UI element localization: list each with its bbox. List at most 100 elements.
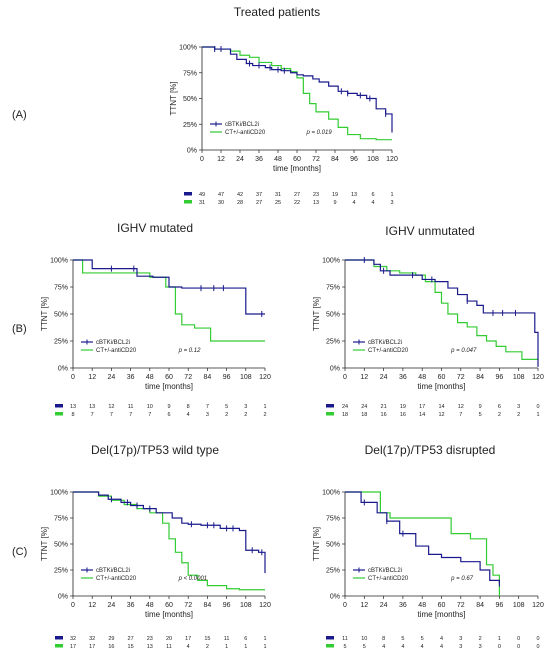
risk-count: 1	[390, 192, 393, 198]
km-curve-cbtki	[73, 259, 265, 315]
risk-count: 29	[108, 636, 114, 642]
risk-count: 27	[294, 192, 300, 198]
risk-count: 3	[517, 404, 520, 410]
risk-count: 5	[401, 636, 404, 642]
risk-count: 4	[382, 644, 385, 650]
x-tick-label: 72	[457, 374, 465, 381]
risk-count: 28	[237, 200, 243, 206]
risk-count: 16	[108, 644, 114, 650]
risk-count: 7	[91, 412, 94, 418]
risk-count: 4	[371, 200, 374, 206]
km-curve-cbtki	[202, 46, 393, 133]
x-tick-label: 0	[71, 602, 75, 609]
x-tick-label: 12	[88, 602, 96, 609]
risk-count: 2	[517, 412, 520, 418]
km-panel-5: Del(17p)/TP53 disrupted 0% 25% 50% 75% 100% 0 1…	[312, 443, 544, 650]
risk-count: 5	[343, 644, 346, 650]
chart-title: Del(17p)/TP53 wild type	[91, 443, 219, 457]
risk-count: 1	[263, 404, 266, 410]
x-tick-label: 120	[259, 374, 271, 381]
risk-count: 13	[313, 200, 319, 206]
x-tick-label: 72	[184, 374, 192, 381]
y-tick-label: 50%	[326, 542, 340, 549]
risk-count: 15	[128, 644, 134, 650]
risk-row-swatch	[55, 644, 63, 648]
risk-count: 3	[479, 644, 482, 650]
risk-count: 32	[70, 636, 76, 642]
risk-count: 8	[382, 636, 385, 642]
x-tick-label: 48	[146, 602, 154, 609]
x-tick-label: 120	[532, 602, 544, 609]
risk-count: 2	[244, 412, 247, 418]
risk-count: 17	[419, 404, 425, 410]
risk-count: 12	[108, 404, 114, 410]
x-tick-label: 60	[165, 602, 173, 609]
risk-count: 10	[361, 636, 367, 642]
x-tick-label: 48	[274, 156, 282, 163]
chart-title: Del(17p)/TP53 disrupted	[365, 443, 496, 457]
x-axis-label: time [months]	[417, 610, 465, 619]
x-tick-label: 36	[255, 156, 263, 163]
risk-count: 2	[225, 412, 228, 418]
risk-count: 1	[498, 636, 501, 642]
risk-count: 30	[218, 200, 224, 206]
risk-count: 17	[70, 644, 76, 650]
risk-count: 2	[263, 412, 266, 418]
risk-row-swatch	[55, 404, 63, 408]
x-tick-label: 36	[127, 374, 135, 381]
x-tick-label: 0	[71, 374, 75, 381]
risk-count: 5	[225, 404, 228, 410]
risk-count: 21	[381, 404, 387, 410]
y-tick-label: 75%	[326, 516, 340, 523]
x-tick-label: 12	[360, 602, 368, 609]
risk-count: 4	[440, 636, 443, 642]
km-curve-ct	[345, 259, 538, 360]
x-tick-label: 72	[184, 602, 192, 609]
x-tick-label: 60	[293, 156, 301, 163]
risk-row-swatch	[326, 636, 334, 640]
risk-count: 7	[459, 412, 462, 418]
risk-count: 9	[333, 200, 336, 206]
risk-count: 3	[390, 200, 393, 206]
y-tick-label: 25%	[54, 568, 68, 575]
x-tick-label: 108	[513, 374, 525, 381]
legend-label: cBTKi/BCL2i	[368, 340, 402, 346]
p-value: p < 0.0001	[178, 576, 208, 582]
risk-count: 27	[128, 636, 134, 642]
km-curve-ct	[73, 491, 265, 591]
legend-label: cBTKi/BCL2i	[368, 568, 402, 574]
x-tick-label: 120	[532, 374, 544, 381]
risk-count: 1	[263, 644, 266, 650]
risk-count: 2	[206, 644, 209, 650]
risk-count: 7	[110, 412, 113, 418]
y-tick-label: 50%	[183, 96, 197, 103]
x-tick-label: 84	[331, 156, 339, 163]
x-axis-label: time [months]	[145, 610, 193, 619]
x-tick-label: 108	[367, 156, 379, 163]
risk-count: 12	[458, 404, 464, 410]
risk-count: 17	[89, 644, 95, 650]
x-tick-label: 72	[457, 602, 465, 609]
risk-row-swatch	[184, 200, 192, 204]
risk-count: 18	[342, 412, 348, 418]
x-tick-label: 108	[240, 374, 252, 381]
x-axis-label: time [months]	[273, 164, 321, 173]
y-tick-label: 50%	[54, 542, 68, 549]
risk-count: 11	[166, 644, 172, 650]
y-tick-label: 25%	[326, 339, 340, 346]
risk-count: 13	[351, 192, 357, 198]
risk-count: 8	[187, 404, 190, 410]
x-tick-label: 72	[312, 156, 320, 163]
x-tick-label: 24	[108, 602, 116, 609]
risk-count: 13	[89, 404, 95, 410]
x-tick-label: 60	[165, 374, 173, 381]
risk-count: 4	[401, 644, 404, 650]
y-tick-label: 25%	[326, 568, 340, 575]
risk-count: 15	[204, 636, 210, 642]
risk-count: 13	[147, 644, 153, 650]
risk-count: 9	[167, 404, 170, 410]
chart-title: IGHV mutated	[117, 221, 193, 235]
